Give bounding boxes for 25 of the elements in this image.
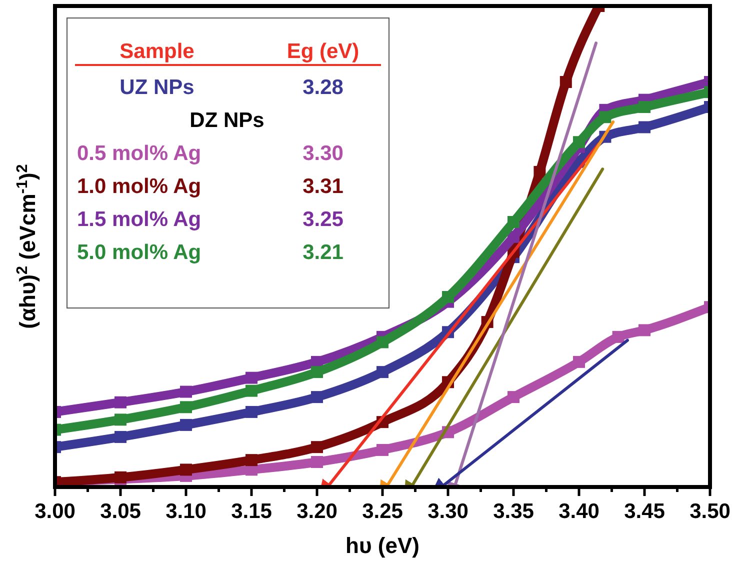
x-tick-label: 3.25: [362, 500, 404, 523]
x-tick-label: 3.05: [100, 500, 142, 523]
text: 1.5 mol% Ag: [77, 208, 202, 231]
x-tick-label: 3.30: [428, 500, 468, 523]
annotation: 3.31: [302, 175, 344, 198]
annotation: Sample: [120, 40, 194, 63]
x-tick-label: 3.35: [493, 500, 534, 523]
x-tick-label: 3.10: [166, 500, 206, 523]
x-tick-label: 3.00: [34, 500, 76, 523]
text: UZ NPs: [120, 76, 194, 99]
x-axis-title: hυ (eV): [346, 533, 420, 558]
text: 1.0 mol% Ag: [77, 175, 202, 198]
x-tick-label: 3.50: [690, 500, 730, 523]
x-tick-label: 3.15: [231, 500, 272, 523]
text: 0.5 mol% Ag: [77, 142, 202, 165]
x-tick-label: 3.20: [296, 500, 338, 523]
text: 5.0 mol% Ag: [77, 241, 202, 264]
x-tick-label: 3.40: [558, 500, 600, 523]
annotation: DZ NPs: [190, 109, 264, 132]
x-tick-label: 3.45: [624, 500, 666, 523]
annotation: Eg (eV): [286, 40, 360, 63]
annotation: 3.21: [302, 241, 344, 264]
annotation: 3.30: [302, 142, 344, 165]
annotation: 3.28: [302, 76, 344, 99]
annotation: 3.25: [302, 208, 344, 231]
